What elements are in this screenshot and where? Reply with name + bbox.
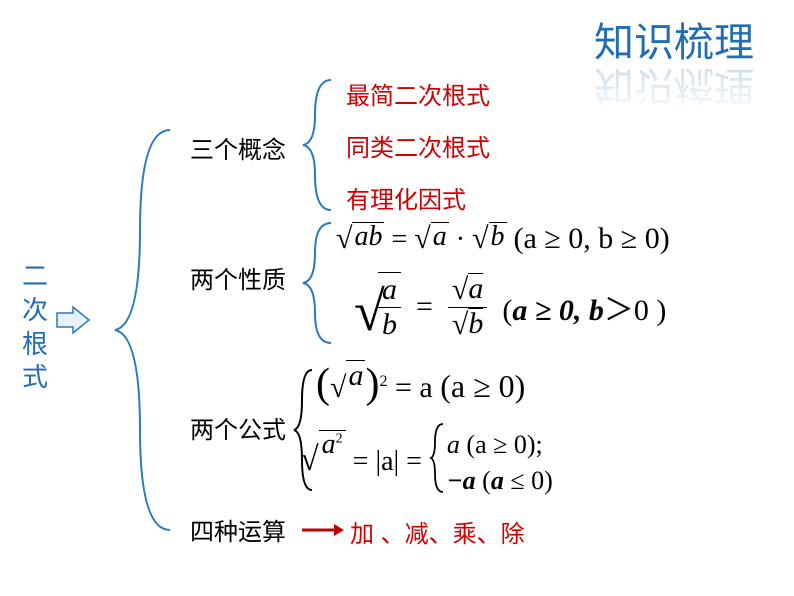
f3-var: a bbox=[348, 359, 363, 392]
f2-rden: b bbox=[468, 307, 483, 340]
equals-2: = bbox=[409, 290, 448, 323]
category-operations: 四种运算 bbox=[190, 512, 286, 547]
page-title: 知识梳理 bbox=[594, 10, 754, 68]
formula-product-rule: √ab = √a · √b (a ≥ 0, b ≥ 0) bbox=[336, 222, 670, 256]
category-formulas: 两个公式 bbox=[190, 410, 286, 445]
root-char-3: 根 bbox=[22, 329, 48, 359]
f2-p1: ( bbox=[502, 294, 512, 327]
f2-p2: a ≥ 0, b bbox=[512, 294, 603, 327]
f2-gt: ＞ bbox=[604, 294, 634, 327]
root-label: 二 次 根 式 bbox=[20, 260, 50, 395]
f4-c1v: a bbox=[447, 430, 460, 459]
f2-cond: (a ≥ 0, b＞0 ) bbox=[495, 294, 666, 327]
f1-cond: (a ≥ 0, b ≥ 0) bbox=[514, 222, 670, 255]
f4-c2c: (a ≤ 0) bbox=[482, 466, 553, 495]
formula-root-of-square: √a2 = |a| = a (a ≥ 0); −a (a ≤ 0) bbox=[300, 430, 553, 497]
f4-a: a bbox=[322, 429, 336, 460]
concept-rationalize: 有理化因式 bbox=[346, 180, 466, 215]
root-char-1: 二 bbox=[22, 261, 48, 291]
equals-1: = bbox=[391, 224, 414, 255]
f2-rnum: a bbox=[468, 272, 483, 305]
f4-c2v: −a bbox=[447, 466, 476, 495]
concept-simplest: 最简二次根式 bbox=[346, 76, 490, 111]
f4-c1c: (a ≥ 0); bbox=[466, 430, 542, 459]
f1-lhs: ab bbox=[354, 221, 382, 252]
f4-mid: = |a| = bbox=[353, 446, 429, 477]
category-properties: 两个性质 bbox=[190, 260, 286, 295]
f1-a: a bbox=[433, 221, 447, 252]
properties-brace-icon bbox=[295, 218, 341, 348]
root-char-4: 式 bbox=[22, 362, 48, 392]
f3-eq: = a bbox=[395, 371, 433, 404]
concepts-brace-icon bbox=[295, 75, 341, 215]
block-arrow-icon bbox=[55, 305, 91, 335]
category-concepts: 三个概念 bbox=[190, 130, 286, 165]
root-char-2: 次 bbox=[22, 295, 48, 325]
f2-p3: 0 ) bbox=[634, 294, 667, 327]
f1-b: b bbox=[491, 221, 505, 252]
formula-quotient-rule: √ a b = √a √b (a ≥ 0, b＞0 ) bbox=[360, 272, 666, 342]
main-brace-icon bbox=[90, 120, 190, 540]
dot-1: · bbox=[456, 224, 472, 255]
f3-cond: (a ≥ 0) bbox=[440, 368, 525, 404]
concept-similar: 同类二次根式 bbox=[346, 128, 490, 163]
f4-exp: 2 bbox=[336, 432, 343, 447]
operations-list: 加 、减、乘、除 bbox=[350, 514, 525, 549]
ops-arrow-icon bbox=[300, 520, 344, 540]
cases-brace-icon bbox=[429, 420, 447, 496]
formula-square-of-root: (√a)2 = a (a ≥ 0) bbox=[316, 360, 525, 408]
